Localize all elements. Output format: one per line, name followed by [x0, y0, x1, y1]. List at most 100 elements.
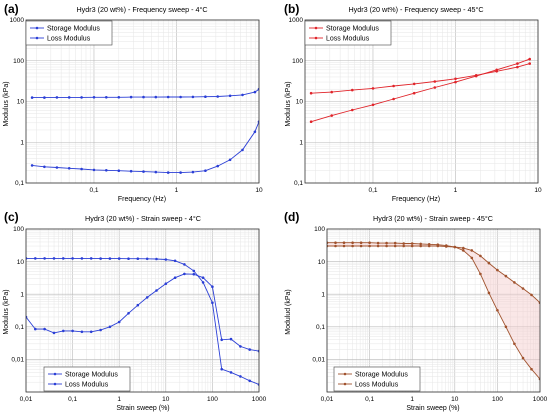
y-tick-label: 1 — [321, 291, 325, 298]
x-tick-label: 1 — [410, 396, 414, 403]
data-point — [385, 241, 388, 245]
data-point — [89, 330, 93, 334]
y-tick-label: 100 — [13, 226, 24, 233]
data-point — [173, 259, 177, 263]
data-point — [80, 96, 83, 99]
data-point — [201, 276, 205, 280]
x-tick-label: 1000 — [533, 396, 548, 403]
data-point — [145, 257, 149, 261]
data-point — [191, 95, 195, 99]
data-point — [410, 244, 414, 248]
x-tick-label: 0,1 — [68, 396, 77, 403]
legend-marker — [35, 26, 39, 30]
data-point — [229, 371, 233, 374]
legend-marker — [314, 36, 318, 40]
data-point — [164, 258, 168, 261]
series-storage — [30, 87, 259, 99]
data-point — [166, 95, 170, 99]
legend-marker — [35, 36, 39, 40]
data-point — [368, 244, 371, 248]
x-axis-label-d: Strain sweep (%) — [406, 405, 459, 412]
plot-area-b: 0,1 1 10 0,1 1 10 100 1000 — [289, 17, 542, 194]
y-tick-label: 0,1 — [316, 324, 325, 331]
data-point — [504, 274, 508, 278]
data-point — [220, 367, 223, 371]
data-point — [239, 375, 242, 378]
data-point — [108, 257, 112, 260]
data-point — [117, 96, 121, 99]
y-tick-label: 1 — [299, 139, 303, 146]
plot-frame — [25, 19, 260, 184]
data-point — [402, 242, 406, 245]
data-point — [108, 325, 112, 329]
data-point — [67, 96, 71, 99]
data-point — [487, 261, 491, 265]
data-point — [52, 257, 56, 260]
data-point — [99, 257, 102, 260]
data-point — [513, 342, 516, 346]
data-point — [392, 84, 395, 88]
y-tick-label: 1000 — [10, 17, 25, 24]
x-tick-label: 10 — [162, 396, 170, 403]
legend-box — [43, 366, 131, 392]
data-point — [201, 281, 205, 284]
data-point — [392, 97, 395, 101]
y-tick-label: 10 — [17, 99, 25, 106]
y-tick-label: 100 — [13, 58, 24, 65]
data-point — [496, 268, 499, 272]
data-point — [330, 90, 334, 94]
data-point — [71, 329, 74, 333]
data-point — [117, 169, 121, 172]
data-point — [62, 257, 65, 260]
data-point — [67, 167, 71, 170]
data-point — [34, 257, 37, 260]
series-line — [26, 273, 259, 352]
plot-frame — [304, 19, 539, 184]
x-tick-label: 10 — [534, 187, 542, 194]
data-point — [183, 263, 186, 266]
data-point — [142, 170, 145, 173]
legend-label: Storage Modulus — [326, 26, 379, 33]
data-point — [228, 158, 232, 162]
data-point — [342, 241, 346, 244]
data-point — [487, 291, 491, 295]
y-tick-label: 100 — [314, 226, 325, 233]
legend-box — [25, 20, 113, 46]
x-tick-label: 0,1 — [365, 396, 374, 403]
data-point — [453, 245, 457, 249]
data-point — [142, 95, 145, 99]
series-line — [327, 245, 540, 304]
x-tick-label: 10 — [255, 187, 263, 194]
data-point — [385, 244, 388, 248]
data-point — [30, 96, 34, 99]
panel-label-a: (a) — [4, 2, 19, 16]
data-point — [309, 91, 313, 95]
data-point — [433, 80, 437, 83]
data-point — [179, 171, 182, 174]
data-point — [216, 164, 219, 168]
data-point — [216, 95, 219, 98]
data-point — [253, 90, 257, 94]
panel-label-c: (c) — [4, 210, 19, 224]
data-point — [241, 93, 244, 97]
data-point — [191, 170, 195, 174]
data-point — [105, 169, 108, 172]
legend-label: Loss Modulus — [355, 382, 399, 389]
data-point — [351, 241, 354, 244]
data-point — [351, 244, 354, 248]
data-point — [359, 241, 363, 244]
y-tick-label: 1 — [20, 139, 24, 146]
data-point — [454, 77, 457, 81]
data-point — [528, 62, 531, 65]
x-axis-label-b: Frequency (Hz) — [392, 196, 440, 203]
panel-c: (c) Hydr3 (20 wt%) - Strain sweep - 4°C … — [3, 210, 267, 412]
data-point — [359, 244, 363, 248]
panel-label-d: (d) — [284, 210, 299, 224]
data-point — [127, 312, 130, 315]
chart-title-c: Hydr3 (20 wt%) - Strain sweep - 4°C — [85, 214, 201, 223]
data-point — [136, 257, 140, 261]
data-point — [239, 345, 242, 348]
y-tick-label: 10 — [318, 259, 326, 266]
data-point — [211, 285, 214, 289]
